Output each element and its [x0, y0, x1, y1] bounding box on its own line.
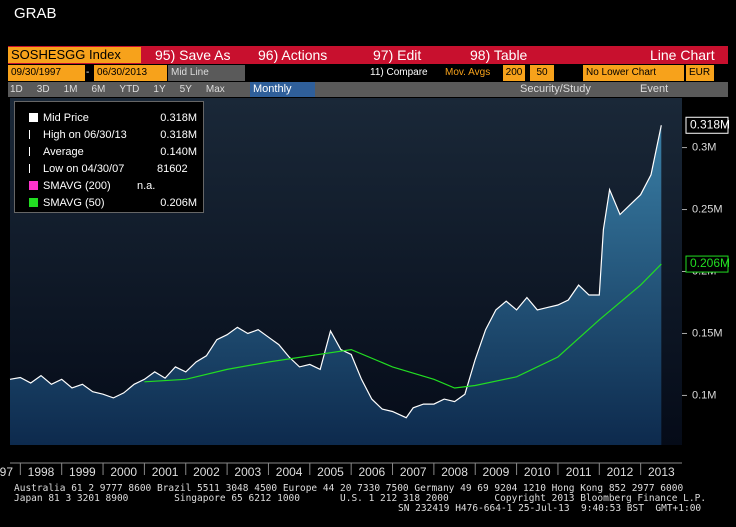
period-button[interactable]: 1Y	[153, 84, 166, 95]
legend-row: High on 06/30/13 0.318M	[19, 127, 199, 143]
dash: -	[86, 67, 90, 78]
legend-row: SMAVG (200) n.a.	[19, 178, 199, 194]
button[interactable]: 98) Table	[470, 47, 528, 63]
button[interactable]: 96) Actions	[258, 47, 328, 63]
x-tick-label: 2008	[441, 465, 468, 479]
x-tick-label: 1997	[0, 465, 13, 479]
window-title: GRAB	[14, 5, 57, 22]
toolbar	[8, 46, 728, 64]
x-tick-label: 2001	[152, 465, 179, 479]
legend-label: Low on 04/30/07	[43, 163, 125, 175]
legend-row: Low on 04/30/07 81602	[19, 161, 199, 177]
end-tag-box	[685, 255, 729, 273]
period-bar	[8, 82, 728, 97]
legend-value: n.a.	[137, 180, 156, 192]
footer-line: SN 232419 H476-664-1 25-Jul-13 9:40:53 B…	[398, 503, 702, 514]
x-tick-label: 2007	[400, 465, 427, 479]
button[interactable]: 95) Save As	[155, 47, 231, 63]
x-tick-label: 2009	[483, 465, 510, 479]
period-buttons: 1D 3D 1M 6M YTD 1Y 5Y Max	[10, 82, 239, 97]
x-tick-label: 2002	[193, 465, 220, 479]
x-tick-label: 2013	[648, 465, 675, 479]
legend-value: 0.140M	[160, 146, 197, 158]
period-button[interactable]: 1D	[10, 84, 23, 95]
study-button[interactable]: Security/Study	[520, 83, 591, 95]
x-tick-label: 2012	[607, 465, 634, 479]
field-select[interactable]: Mid Line	[168, 65, 245, 81]
legend-label: Average	[43, 146, 84, 158]
period-button[interactable]: 6M	[91, 84, 106, 95]
event-button[interactable]: Event	[640, 83, 669, 95]
period-button[interactable]: Max	[205, 84, 225, 95]
end-tag: 0.318M	[690, 117, 730, 131]
y-tick-label: 0.1M	[692, 389, 716, 401]
y-tick-label: 0.25M	[692, 203, 723, 215]
x-tick-label: 2010	[524, 465, 551, 479]
area-fill	[10, 125, 662, 446]
x-tick-label: 1998	[28, 465, 55, 479]
x-tick-label: 2003	[234, 465, 261, 479]
end-tag-box	[685, 116, 729, 134]
view-name: Line Chart	[650, 47, 715, 63]
currency[interactable]: EUR	[686, 65, 714, 81]
end-date[interactable]: 06/30/2013	[94, 65, 167, 81]
security-field[interactable]: SOSHESGG Index	[8, 47, 141, 63]
legend-icon	[29, 164, 39, 173]
legend-value: 0.206M	[160, 197, 197, 209]
button[interactable]: 97) Edit	[373, 47, 422, 63]
period-active[interactable]: Monthly	[250, 82, 315, 97]
x-tick-label: 2011	[566, 465, 592, 479]
start-date[interactable]: 09/30/1997	[8, 65, 85, 81]
period-button[interactable]: 3D	[36, 84, 50, 95]
legend-value: 81602	[157, 163, 188, 175]
avg-input[interactable]: 50	[530, 65, 554, 81]
legend-row: Mid Price 0.318M	[19, 110, 199, 126]
legend-icon	[29, 198, 38, 207]
x-tick-label: 2000	[110, 465, 137, 479]
period-button[interactable]: 5Y	[179, 84, 192, 95]
legend-value: 0.318M	[160, 112, 197, 124]
legend-label: Mid Price	[43, 112, 89, 124]
series-line	[144, 263, 662, 389]
series-line	[9, 125, 662, 419]
legend-label: High on 06/30/13	[43, 129, 127, 141]
legend-icon	[29, 130, 39, 139]
footer-line: Australia 61 2 9777 8600 Brazil 5511 304…	[14, 483, 684, 494]
x-tick-label: 2005	[317, 465, 344, 479]
legend-icon	[29, 113, 38, 122]
legend-icon	[29, 147, 39, 156]
period-button[interactable]: YTD	[119, 84, 140, 95]
legend-label: SMAVG (50)	[43, 197, 105, 209]
y-tick-label: 0.15M	[692, 327, 723, 339]
legend: Mid Price 0.318M High on 06/30/13 0.318M Ave…	[14, 101, 204, 213]
x-tick-label: 2006	[358, 465, 385, 479]
legend-icon	[29, 181, 38, 190]
period-button[interactable]: 1M	[63, 84, 78, 95]
end-tag: 0.206M	[690, 256, 730, 270]
x-tick-label: 1999	[69, 465, 96, 479]
x-tick-label: 2004	[276, 465, 303, 479]
lower-chart[interactable]: No Lower Chart	[583, 65, 684, 81]
legend-value: 0.318M	[160, 129, 197, 141]
legend-label: SMAVG (200)	[43, 180, 111, 192]
footer-line: Japan 81 3 3201 8900 Singapore 65 6212 1…	[14, 493, 707, 504]
legend-row: SMAVG (50) 0.206M	[19, 195, 199, 211]
avg-input[interactable]: 200	[503, 65, 525, 81]
legend-row: Average 0.140M	[19, 144, 199, 160]
mov-avgs-label: Mov. Avgs	[445, 67, 491, 78]
y-tick-label: 0.3M	[692, 141, 716, 153]
compare[interactable]: 11) Compare	[370, 67, 428, 78]
